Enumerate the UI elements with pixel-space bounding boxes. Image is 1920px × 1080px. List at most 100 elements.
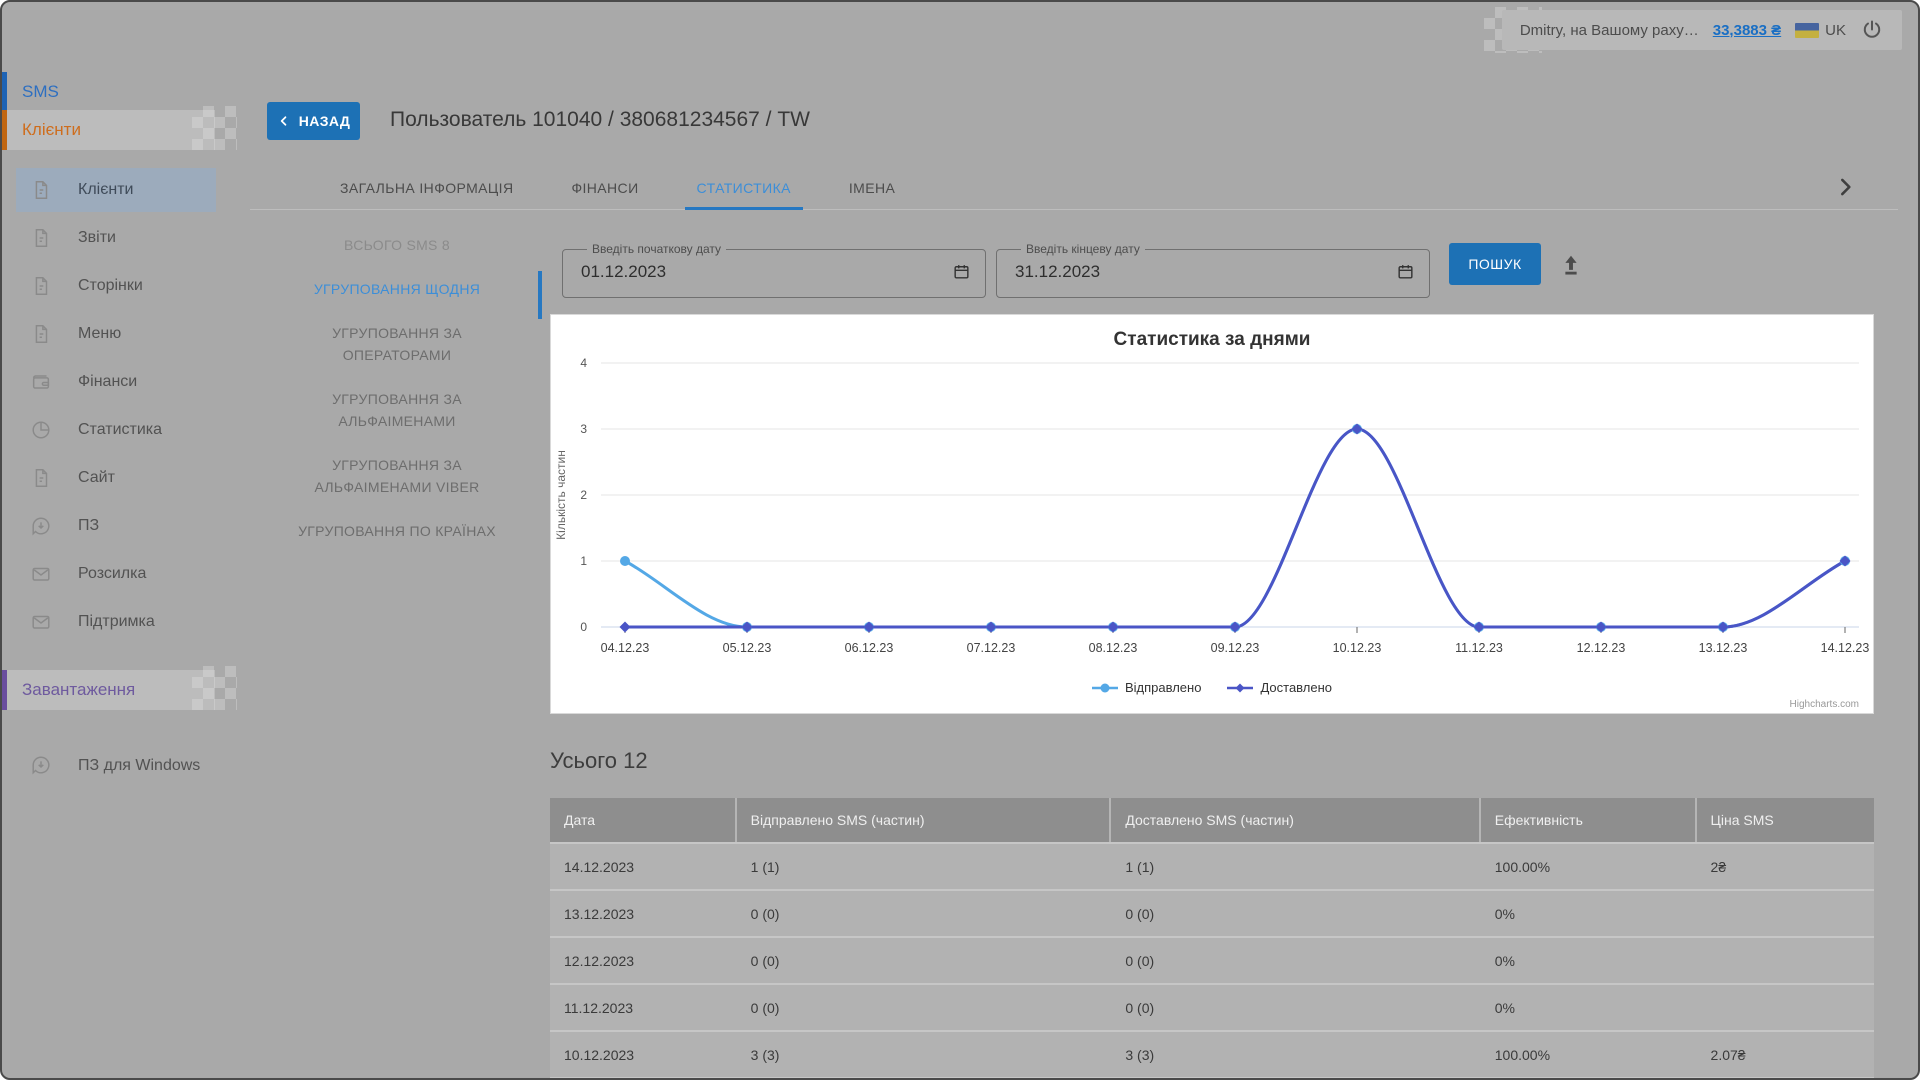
sidebar-item-support[interactable]: Підтримка (16, 600, 216, 644)
sidebar-item-statistics[interactable]: Статистика (16, 408, 216, 452)
column-header-sent: Відправлено SMS (частин) (737, 798, 1112, 842)
subnav-active-indicator (538, 271, 542, 319)
document-icon (30, 227, 52, 249)
svg-text:4: 4 (580, 356, 587, 370)
cell-price: 2.07₴ (1697, 1032, 1874, 1077)
language-switcher[interactable]: UK (1795, 22, 1846, 39)
legend-item-sent[interactable]: Відправлено (1092, 680, 1201, 695)
chart-legend: Відправлено Доставлено (551, 680, 1873, 695)
checker-decoration (192, 106, 237, 150)
subnav-total-sms: ВСЬОГО SMS 8 (344, 234, 450, 256)
download-bubble-icon (30, 754, 52, 776)
cell-efficiency: 0% (1481, 891, 1697, 936)
svg-text:04.12.23: 04.12.23 (601, 641, 650, 655)
tab-names[interactable]: ІМЕНА (837, 166, 907, 209)
svg-text:13.12.23: 13.12.23 (1699, 641, 1748, 655)
start-date-label: Введіть початкову дату (587, 242, 726, 256)
table-header-row: Дата Відправлено SMS (частин) Доставлено… (550, 798, 1874, 842)
section-color-bar (2, 110, 7, 150)
document-icon (30, 179, 52, 201)
app-window: Dmitry, на Вашому раху… 33,3883 ₴ UK SMS… (0, 0, 1920, 1080)
sidebar-item-label: Сторінки (78, 277, 143, 295)
tab-general-info[interactable]: ЗАГАЛЬНА ІНФОРМАЦІЯ (328, 166, 525, 209)
cell-date: 14.12.2023 (550, 844, 737, 889)
svg-text:12.12.23: 12.12.23 (1577, 641, 1626, 655)
balance-link[interactable]: 33,3883 ₴ (1713, 22, 1781, 39)
search-button[interactable]: ПОШУК (1449, 243, 1541, 285)
cell-price (1697, 938, 1874, 983)
user-balance-text: Dmitry, на Вашому раху… (1520, 22, 1699, 39)
ukraine-flag-icon (1795, 23, 1819, 38)
subnav-group-alphanames[interactable]: УГРУПОВАННЯ ЗА АЛЬФАІМЕНАМИ (279, 388, 515, 432)
section-label: Клієнти (22, 120, 81, 140)
svg-text:07.12.23: 07.12.23 (967, 641, 1016, 655)
section-label: Завантаження (22, 680, 135, 700)
sidebar-item-software-windows[interactable]: ПЗ для Windows (16, 736, 216, 794)
sidebar-item-menu[interactable]: Меню (16, 312, 216, 356)
sidebar-item-pages[interactable]: Сторінки (16, 264, 216, 308)
sidebar-section-sms[interactable]: SMS (2, 72, 215, 112)
tab-statistics[interactable]: СТАТИСТИКА (685, 166, 803, 209)
sidebar-section-downloads[interactable]: Завантаження (2, 670, 215, 710)
svg-text:09.12.23: 09.12.23 (1211, 641, 1260, 655)
sidebar-item-label: Клієнти (78, 181, 133, 199)
cell-price (1697, 985, 1874, 1030)
back-button[interactable]: НАЗАД (267, 102, 360, 140)
tab-finance[interactable]: ФІНАНСИ (559, 166, 650, 209)
daily-statistics-table: Дата Відправлено SMS (частин) Доставлено… (550, 798, 1874, 1080)
sidebar-section-clients[interactable]: Клієнти (2, 110, 215, 150)
section-color-bar (2, 72, 7, 112)
subnav-group-daily[interactable]: УГРУПОВАННЯ ЩОДНЯ (314, 278, 480, 300)
legend-item-delivered[interactable]: Доставлено (1227, 680, 1332, 695)
svg-text:Highcharts.com: Highcharts.com (1790, 699, 1859, 710)
end-date-input[interactable] (1013, 261, 1396, 283)
language-label: UK (1825, 22, 1846, 39)
sidebar-item-software[interactable]: ПЗ (16, 504, 216, 548)
download-bubble-icon (30, 515, 52, 537)
section-label: SMS (22, 82, 59, 102)
table-row: 14.12.2023 1 (1) 1 (1) 100.00% 2₴ (550, 842, 1874, 889)
start-date-input[interactable] (579, 261, 952, 283)
back-button-label: НАЗАД (299, 113, 351, 129)
cell-date: 10.12.2023 (550, 1032, 737, 1077)
tabs-scroll-right-icon[interactable] (1832, 174, 1858, 200)
svg-text:06.12.23: 06.12.23 (845, 641, 894, 655)
cell-price: 2₴ (1697, 844, 1874, 889)
subnav-group-countries[interactable]: УГРУПОВАННЯ ПО КРАЇНАХ (298, 520, 496, 542)
sidebar: SMS Клієнти Клієнти Звіти Сторінки Меню … (2, 58, 234, 1078)
sidebar-item-clients[interactable]: Клієнти (16, 168, 216, 212)
sidebar-item-reports[interactable]: Звіти (16, 216, 216, 260)
checker-decoration (192, 666, 237, 710)
document-icon (30, 275, 52, 297)
sidebar-item-label: Звіти (78, 229, 116, 247)
cell-date: 11.12.2023 (550, 985, 737, 1030)
sidebar-item-label: Статистика (78, 421, 162, 439)
column-header-delivered: Доставлено SMS (частин) (1111, 798, 1480, 842)
sidebar-item-site[interactable]: Сайт (16, 456, 216, 500)
calendar-icon[interactable] (952, 262, 971, 281)
user-chip: Dmitry, на Вашому раху… 33,3883 ₴ UK (1502, 10, 1902, 50)
export-upload-button[interactable] (1558, 252, 1584, 278)
sidebar-item-label: Сайт (78, 469, 115, 487)
svg-text:3: 3 (580, 422, 587, 436)
envelope-icon (30, 611, 52, 633)
sidebar-item-finance[interactable]: Фінанси (16, 360, 216, 404)
sidebar-item-label: Розсилка (78, 565, 146, 583)
document-icon (30, 467, 52, 489)
statistics-subnav: ВСЬОГО SMS 8 УГРУПОВАННЯ ЩОДНЯ УГРУПОВАН… (252, 234, 542, 542)
topbar: Dmitry, на Вашому раху… 33,3883 ₴ UK (2, 2, 1918, 58)
cell-efficiency: 100.00% (1481, 1032, 1697, 1077)
svg-text:1: 1 (580, 554, 587, 568)
subnav-group-alphanames-viber[interactable]: УГРУПОВАННЯ ЗА АЛЬФАІМЕНАМИ VIBER (279, 454, 515, 498)
subnav-group-operators[interactable]: УГРУПОВАННЯ ЗА ОПЕРАТОРАМИ (279, 322, 515, 366)
column-header-price: Ціна SMS (1697, 798, 1874, 842)
svg-text:08.12.23: 08.12.23 (1089, 641, 1138, 655)
cell-sent: 0 (0) (737, 985, 1112, 1030)
table-row: 11.12.2023 0 (0) 0 (0) 0% (550, 983, 1874, 1030)
sidebar-item-label: Фінанси (78, 373, 137, 391)
cell-price (1697, 891, 1874, 936)
sidebar-item-mailing[interactable]: Розсилка (16, 552, 216, 596)
calendar-icon[interactable] (1396, 262, 1415, 281)
cell-efficiency: 0% (1481, 938, 1697, 983)
logout-power-icon[interactable] (1860, 18, 1884, 42)
